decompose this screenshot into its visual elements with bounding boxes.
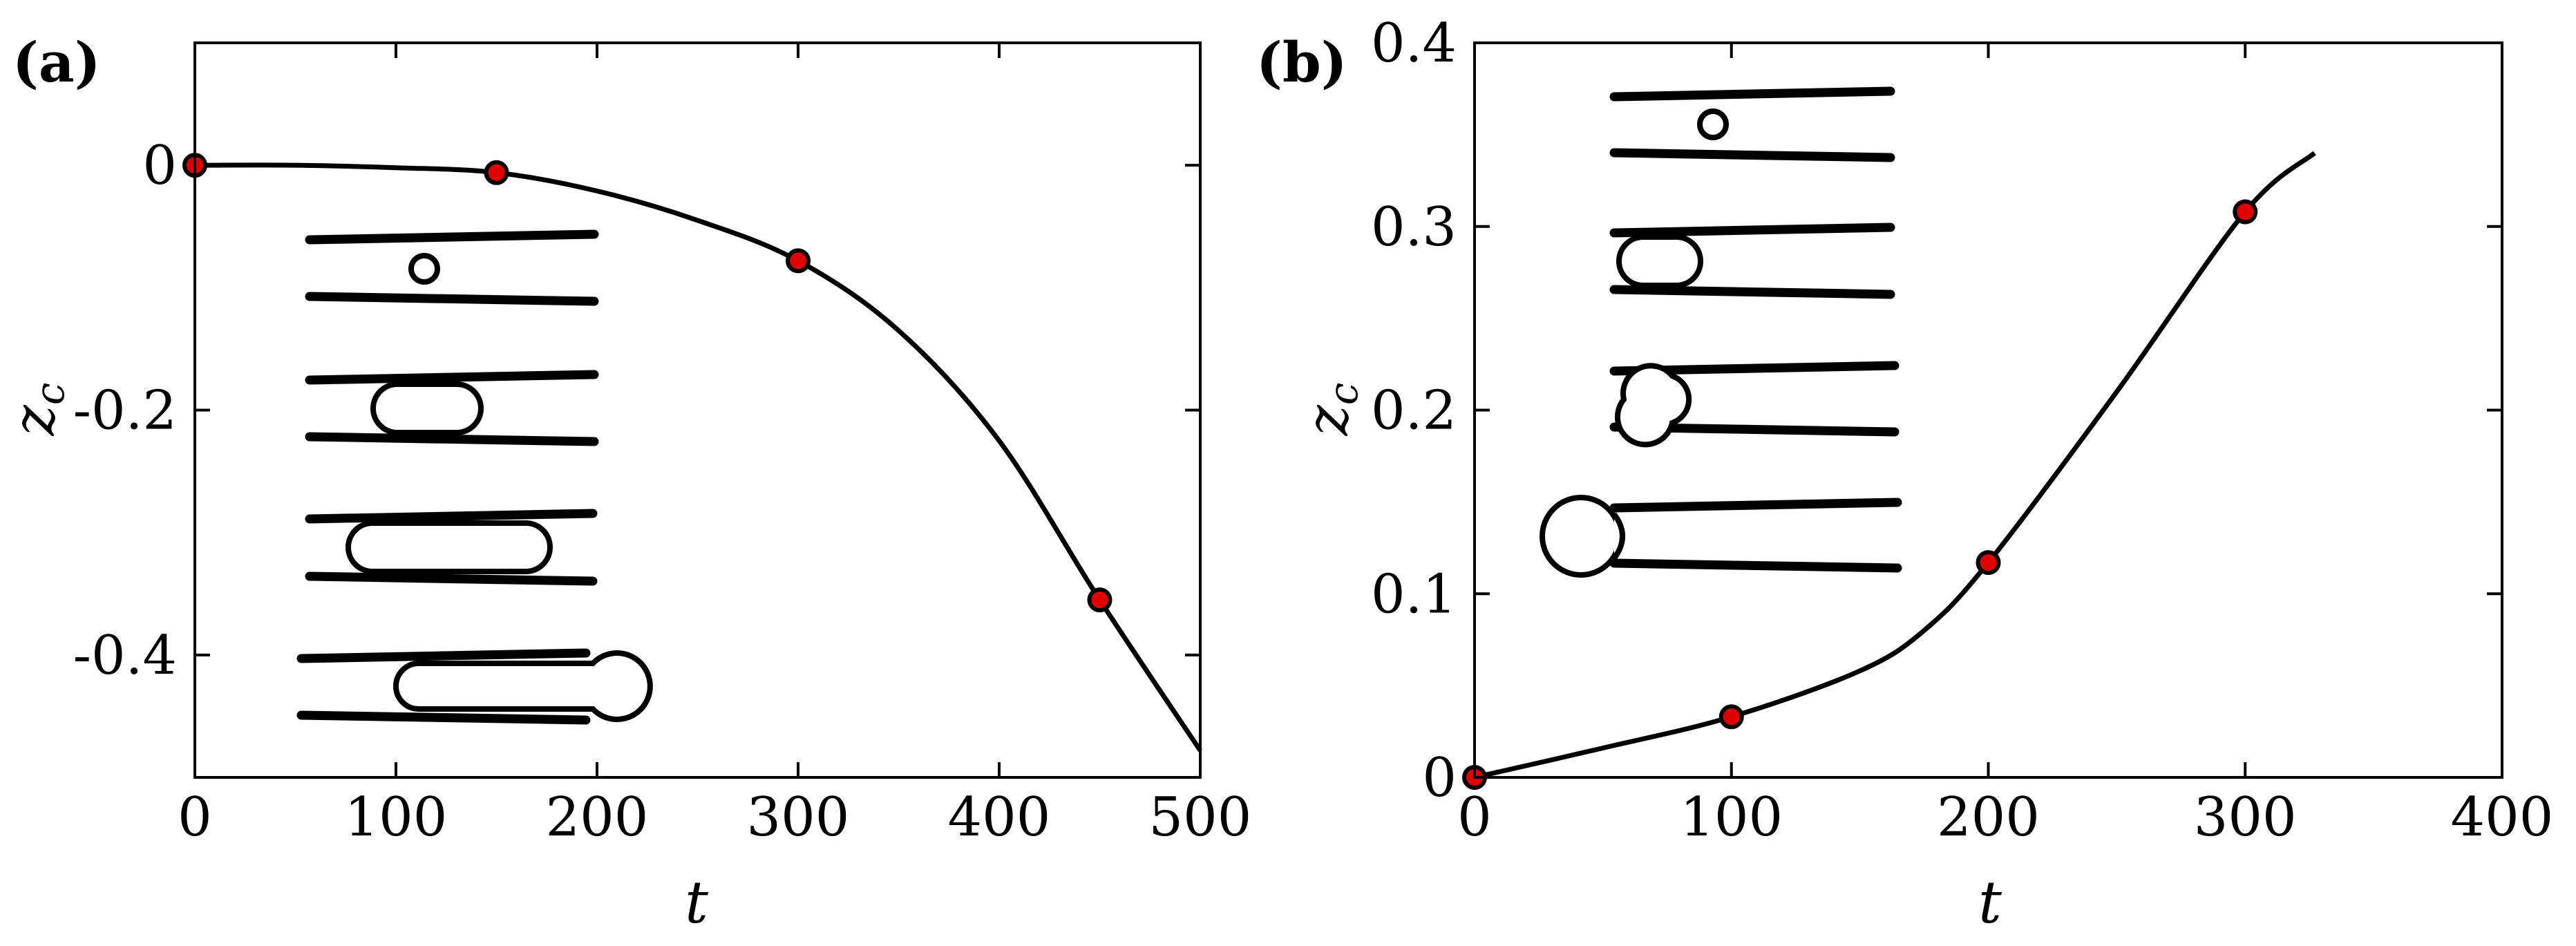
y-axis-label-text-b: z [1294,404,1361,436]
inset-plate [305,571,598,586]
y-axis-label-sub-a: c [26,383,73,405]
series-line-a [194,162,1202,752]
inset-droplet [393,650,653,722]
inset-stage-1-a [305,229,599,306]
inset-stage-4-a [296,648,653,725]
panel-label-a: (a) [12,30,101,95]
x-tick-label: 300 [747,786,850,849]
y-tick-label: -0.2 [73,380,177,442]
inset-plate [1609,148,1895,162]
inset-plate [296,648,591,663]
inset-plate [1609,223,1895,238]
inset-plate [1609,86,1895,102]
data-point-marker [1718,704,1744,730]
inset-droplet [1697,108,1729,140]
inset-stage-2-b [1609,223,1895,299]
inset-plate [305,432,599,446]
inset-plate [1609,285,1895,299]
y-axis-label-a: zc [0,383,73,437]
inset-droplet [345,520,553,574]
inset-stage-3-a [305,509,598,586]
inset-droplet [1614,363,1692,448]
data-point-marker [786,248,811,274]
inset-droplet-neck [1611,512,1625,560]
y-tick-label: 0.1 [1371,563,1457,625]
y-tick-label: -0.4 [73,625,177,687]
y-tick-label: 0.4 [1371,12,1457,75]
inset-shapes-a [296,229,653,725]
x-tick-label: 200 [1937,786,2040,849]
inset-plate [305,229,599,245]
panel-label-b: (b) [1256,30,1347,95]
plot-frame-b [1473,41,2503,779]
inset-stage-4-b [1540,495,1902,578]
inset-stage-1-b [1609,86,1895,162]
inset-plate [305,370,599,385]
inset-plate [296,710,591,725]
plot-frame-a [193,41,1202,779]
x-axis-label-a: t [685,869,708,936]
x-tick-label: 200 [546,786,649,849]
ticks-a: 0 100 200 300 400 500 0 -0.2 -0.4 [73,43,1252,849]
inset-droplet [408,253,440,285]
data-point-marker [2233,199,2258,225]
svg-text:zc: zc [0,383,73,437]
inset-plate [1609,558,1902,573]
inset-stage-3-b [1609,361,1900,448]
inset-plate [305,509,598,524]
y-axis-label-sub-b: c [1320,383,1367,405]
inset-droplet [370,381,484,435]
inset-plate [1609,498,1902,513]
x-tick-label: 500 [1149,786,1252,849]
x-tick-label: 400 [2451,786,2554,849]
x-tick-label: 100 [345,786,448,849]
y-axis-label-b: zc [1294,383,1367,437]
y-tick-label: 0 [1422,747,1457,809]
y-axis-label-text-a: z [0,404,68,436]
panel-b: (b) zc t 0 100 200 300 400 0 0.1 0.2 0.3 0.4 [1256,12,2553,936]
x-tick-label: 0 [1457,786,1492,849]
inset-droplet [1616,234,1703,288]
inset-stage-2-a [305,370,599,446]
inset-shapes-b [1540,86,1902,578]
data-point-marker [484,160,509,185]
x-tick-label: 400 [948,786,1051,849]
y-tick-label: 0.3 [1371,196,1457,258]
inset-plate [305,292,599,306]
ticks-b: 0 100 200 300 400 0 0.1 0.2 0.3 0.4 [1371,12,2553,849]
y-tick-label: 0 [142,135,177,197]
svg-text:zc: zc [1294,383,1367,437]
inset-droplet [1540,495,1622,578]
x-tick-label: 100 [1680,786,1783,849]
panel-a: (a) zc t 0 100 200 300 400 500 0 -0.2 -0.4 [0,30,1251,936]
data-point-marker [1087,587,1112,613]
x-tick-label: 0 [178,786,212,849]
data-point-marker [1976,550,2001,576]
x-axis-label-b: t [1978,869,2002,936]
x-tick-label: 300 [2194,786,2297,849]
y-tick-label: 0.2 [1371,380,1457,442]
series-line-b [1474,151,2316,780]
